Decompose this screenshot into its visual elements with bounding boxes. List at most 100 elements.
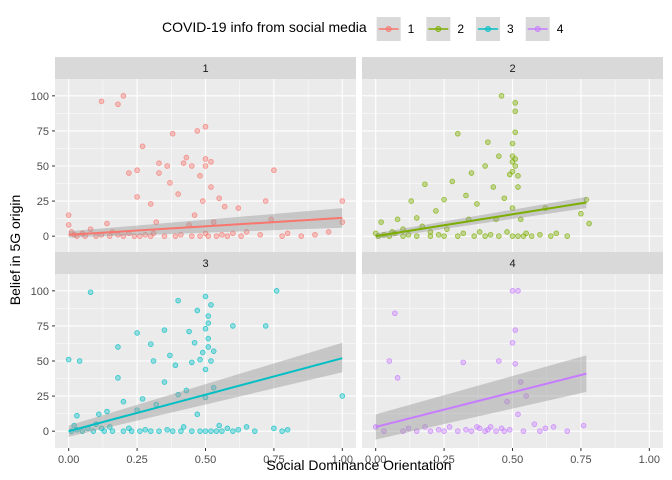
facet-strip-label: 2	[509, 63, 515, 75]
data-point	[126, 170, 132, 176]
data-point	[205, 313, 212, 319]
data-point	[251, 428, 258, 434]
data-point	[262, 323, 269, 329]
data-point	[150, 230, 157, 237]
data-point	[210, 384, 217, 391]
data-point	[413, 215, 420, 221]
data-point	[339, 198, 346, 204]
facet-panels: 1 0 25 50 75 100 2 3 0 25 50 75 100 0.00 0.25 0.50 0.75 1…	[31, 57, 663, 466]
data-point	[435, 426, 442, 433]
x-tick-label: 0.00	[365, 454, 386, 466]
data-point	[531, 421, 538, 427]
data-point	[413, 233, 420, 239]
legend-keys: 1 2 3 4	[376, 17, 564, 41]
data-point	[312, 231, 318, 238]
facet-strip	[362, 252, 663, 274]
data-point	[284, 426, 291, 433]
data-point	[175, 297, 181, 304]
data-point	[134, 194, 140, 200]
data-point	[71, 422, 77, 429]
data-point	[548, 233, 554, 239]
data-point	[512, 129, 519, 136]
data-point	[115, 101, 121, 108]
data-point	[106, 233, 113, 239]
data-point	[167, 352, 173, 359]
data-point	[208, 428, 214, 434]
data-point	[238, 233, 244, 239]
data-point	[172, 362, 179, 369]
data-point	[202, 366, 209, 373]
data-point	[167, 180, 173, 186]
data-point	[441, 428, 447, 434]
data-point	[422, 424, 428, 430]
facet-strip	[55, 252, 356, 274]
data-point	[150, 358, 157, 364]
data-point	[230, 230, 236, 237]
legend-key-point	[485, 26, 492, 32]
data-point	[512, 156, 519, 162]
data-point	[468, 428, 475, 434]
data-point	[156, 428, 162, 434]
data-point	[515, 173, 521, 179]
data-point	[512, 327, 519, 333]
data-point	[515, 288, 521, 294]
data-point	[202, 163, 209, 169]
data-point	[482, 233, 488, 239]
data-point	[134, 330, 140, 336]
x-tick-label: 0.50	[502, 454, 523, 466]
facet-strip-label: 3	[202, 258, 208, 270]
data-point	[169, 428, 176, 434]
data-point	[134, 167, 140, 174]
data-point	[325, 229, 332, 235]
data-point	[520, 428, 527, 434]
data-point	[512, 163, 519, 169]
data-point	[142, 426, 149, 433]
data-point	[381, 428, 387, 434]
data-point	[216, 422, 222, 429]
data-point	[509, 168, 516, 175]
data-point	[147, 201, 154, 207]
data-point	[205, 344, 212, 350]
facet-strip	[362, 57, 663, 79]
facet-panel-1: 1 0 25 50 75 100	[31, 57, 356, 253]
data-point	[128, 428, 135, 434]
data-point	[284, 230, 291, 237]
x-tick-label: 0.75	[570, 454, 591, 466]
data-point	[202, 325, 209, 332]
data-point	[517, 216, 524, 223]
data-point	[441, 196, 447, 203]
data-point	[435, 231, 442, 238]
data-point	[449, 178, 456, 185]
x-tick-label: 1.00	[639, 454, 660, 466]
y-tick-label: 100	[31, 286, 49, 298]
data-point	[131, 233, 138, 239]
data-point	[161, 379, 168, 385]
data-point	[496, 358, 502, 364]
data-point	[208, 302, 214, 308]
data-point	[454, 130, 461, 137]
data-point	[339, 393, 346, 399]
data-point	[512, 361, 519, 367]
data-point	[271, 425, 277, 432]
data-point	[386, 358, 393, 364]
legend-key-point	[534, 26, 541, 32]
data-point	[405, 231, 412, 238]
y-tick-label: 50	[37, 356, 49, 368]
data-point	[137, 428, 143, 434]
data-point	[501, 195, 508, 202]
data-point	[474, 201, 480, 207]
data-point	[208, 158, 214, 165]
y-tick-label: 0	[43, 231, 49, 243]
facet-strip-label: 4	[509, 258, 515, 270]
data-point	[496, 153, 502, 159]
data-point	[156, 160, 162, 166]
data-point	[189, 163, 195, 169]
data-point	[197, 173, 203, 179]
data-point	[164, 426, 170, 433]
data-point	[210, 219, 217, 225]
legend-label: 2	[457, 22, 464, 36]
data-point	[392, 310, 398, 317]
data-point	[191, 212, 198, 218]
legend-item-1: 1	[376, 17, 415, 41]
data-point	[476, 229, 483, 235]
